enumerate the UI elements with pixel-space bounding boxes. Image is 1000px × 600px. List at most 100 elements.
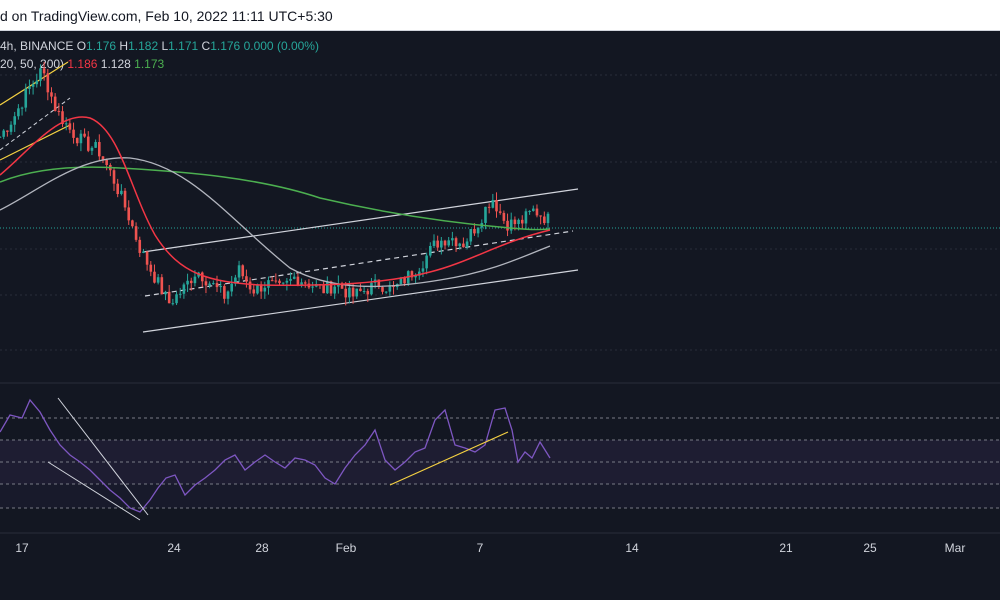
candle-body (86, 136, 90, 151)
rsi-pane (0, 397, 551, 521)
candle-body (370, 282, 373, 295)
ma-params: 20, 50, 200) (0, 57, 65, 71)
time-tick-label: 7 (477, 541, 484, 555)
candle-body (513, 219, 517, 225)
candle-body (517, 219, 520, 225)
moving-averages (0, 116, 551, 288)
candle-body (546, 213, 550, 224)
candle-body (329, 281, 333, 294)
candle-body (473, 229, 476, 234)
candle-body (234, 277, 237, 284)
candle-body (68, 123, 72, 130)
candle-body (127, 207, 131, 221)
candle-body (462, 243, 465, 248)
candle-body (123, 190, 127, 208)
open-label: O (76, 39, 87, 53)
bottom-margin (0, 562, 1000, 600)
candle-body (189, 280, 193, 284)
candle-body (178, 293, 182, 295)
candle-body (164, 291, 167, 295)
symbol-text: 4h, BINANCE (0, 39, 74, 53)
high-label: H (119, 39, 129, 53)
candle-body (28, 86, 31, 89)
trend-channel (0, 61, 579, 333)
close-label: C (201, 39, 211, 53)
candle-body (326, 281, 329, 294)
rsi-yellow-trendline (389, 431, 509, 486)
candle-body (175, 294, 178, 304)
candle-body (186, 280, 189, 285)
candle-body (289, 278, 292, 281)
candle-body (153, 271, 156, 283)
candle-body (171, 303, 175, 305)
candle-body (543, 216, 546, 224)
candle-body (156, 277, 160, 283)
time-tick-label: 24 (167, 541, 181, 555)
candle-body (200, 272, 204, 282)
candle-body (64, 123, 68, 125)
candle-body (535, 208, 539, 216)
candle-body (120, 190, 123, 195)
candle-body (285, 280, 289, 283)
candle-body (61, 111, 64, 125)
candle-body (421, 268, 425, 272)
candle-body (138, 239, 142, 253)
candle-body (46, 73, 50, 93)
candle-body (432, 240, 436, 246)
candle-body (160, 277, 164, 295)
candle-body (388, 285, 392, 292)
price-chart[interactable]: 17 24 28 Feb 7 14 21 25 Mar (0, 31, 1000, 600)
candle-body (2, 130, 5, 137)
candle-body (381, 287, 384, 292)
candle-body (248, 281, 252, 290)
candle-body (13, 116, 17, 125)
candle-body (366, 291, 370, 295)
candle-body (72, 129, 75, 138)
ma200-line (0, 166, 551, 231)
candle-body (539, 215, 542, 217)
candle-body (208, 283, 211, 286)
candle-body (528, 210, 531, 212)
candle-body (344, 288, 348, 298)
candle-body (24, 88, 28, 108)
candle-body (509, 219, 513, 231)
candle-body (351, 287, 355, 297)
candle-body (142, 251, 145, 253)
rsi-trendline (47, 461, 141, 521)
candle-body (101, 156, 105, 160)
change-value: 0.000 (0.00%) (243, 39, 319, 53)
candle-body (105, 159, 108, 166)
candle-body (506, 220, 509, 231)
candle-body (6, 130, 9, 132)
candles (0, 61, 550, 306)
candle-body (90, 147, 94, 151)
candle-body (281, 282, 285, 284)
candle-body (322, 284, 325, 294)
candle-body (502, 212, 506, 221)
candle-body (98, 142, 101, 157)
candle-body (451, 238, 454, 241)
candle-body (300, 282, 303, 285)
candle-body (524, 211, 528, 224)
candle-body (53, 96, 57, 111)
candle-body (292, 276, 296, 279)
candle-body (42, 68, 46, 74)
candle-body (149, 264, 153, 272)
candle-body (520, 219, 524, 224)
candle-body (263, 287, 267, 292)
rsi-bands (0, 417, 1000, 509)
candle-body (443, 240, 447, 246)
time-tick-label: 14 (625, 541, 639, 555)
publish-text: d on TradingView.com, Feb 10, 2022 11:11… (0, 8, 333, 24)
time-axis[interactable]: 17 24 28 Feb 7 14 21 25 Mar (0, 532, 1000, 600)
candle-body (39, 68, 42, 81)
candle-body (476, 227, 480, 234)
candle-body (417, 271, 421, 276)
candle-body (270, 280, 274, 282)
candle-body (469, 229, 473, 242)
candle-body (454, 238, 458, 247)
candle-body (495, 200, 498, 212)
candle-body (333, 286, 336, 294)
candle-body (252, 289, 256, 294)
time-tick-label: 28 (255, 541, 269, 555)
